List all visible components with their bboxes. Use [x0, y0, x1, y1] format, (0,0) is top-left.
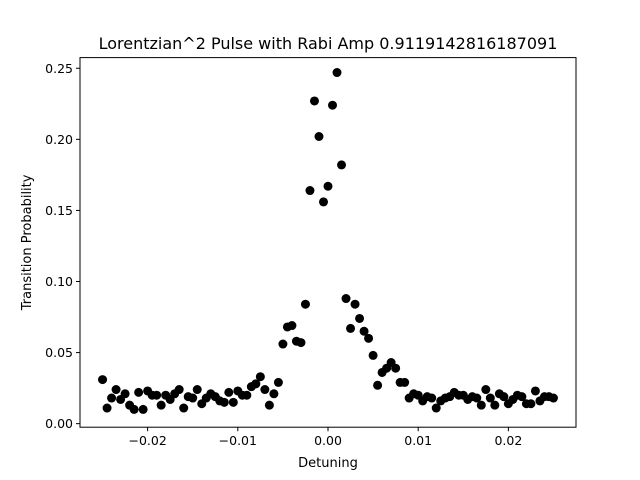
data-point — [548, 393, 558, 403]
y-tick-label: 0.25 — [45, 61, 73, 76]
data-point — [400, 377, 410, 387]
data-point — [359, 326, 369, 336]
data-point — [472, 393, 482, 403]
y-tick-label: 0.20 — [45, 132, 73, 147]
data-point — [323, 181, 333, 191]
data-point — [300, 299, 310, 309]
data-point — [152, 390, 162, 400]
y-tick-label: 0.00 — [45, 416, 73, 431]
data-point — [251, 379, 261, 389]
data-point — [111, 385, 121, 395]
data-point — [224, 387, 234, 397]
data-point — [278, 339, 288, 349]
data-point — [328, 100, 338, 110]
data-point — [134, 387, 144, 397]
data-point — [341, 294, 351, 304]
data-point — [98, 375, 108, 385]
data-point — [228, 397, 238, 407]
data-point — [138, 404, 148, 414]
data-point — [364, 333, 374, 343]
y-tick-label: 0.10 — [45, 274, 73, 289]
data-point — [219, 397, 229, 407]
data-point — [309, 96, 319, 106]
data-point — [350, 299, 360, 309]
axis-ticks: −0.02 −0.01 0.00 0.01 0.02 0.00 0.05 0.10 0.15 0.… — [45, 61, 522, 448]
x-tick-label: 0.02 — [494, 433, 522, 448]
data-point — [337, 160, 347, 170]
data-point — [255, 372, 265, 382]
data-point — [481, 385, 491, 395]
data-point — [368, 350, 378, 360]
data-point — [102, 403, 112, 413]
x-tick-label: 0.01 — [404, 433, 432, 448]
data-point — [314, 131, 324, 141]
x-tick-label: 0.00 — [314, 433, 342, 448]
data-point — [431, 403, 441, 413]
y-tick-label: 0.05 — [45, 345, 73, 360]
data-point — [273, 377, 283, 387]
x-axis-label: Detuning — [298, 456, 358, 471]
data-point — [129, 404, 139, 414]
data-point — [287, 321, 297, 331]
data-point — [179, 403, 189, 413]
y-tick-label: 0.15 — [45, 203, 73, 218]
data-point — [120, 389, 130, 399]
data-point — [530, 386, 540, 396]
x-tick-label: −0.02 — [128, 433, 166, 448]
data-point — [188, 393, 198, 403]
data-point — [427, 393, 437, 403]
data-point — [485, 393, 495, 403]
data-point — [318, 197, 328, 207]
chart-title: Lorentzian^2 Pulse with Rabi Amp 0.91191… — [99, 34, 558, 53]
y-axis-label: Transition Probability — [20, 174, 35, 311]
data-point — [355, 313, 365, 323]
data-point — [156, 400, 166, 410]
data-point — [332, 68, 342, 78]
data-points — [98, 68, 558, 414]
data-point — [346, 323, 356, 333]
data-point — [305, 186, 315, 196]
data-point — [526, 399, 536, 409]
data-point — [373, 380, 383, 390]
data-point — [260, 385, 270, 395]
data-point — [269, 389, 279, 399]
data-point — [264, 400, 274, 410]
plot-frame — [79, 57, 577, 428]
data-point — [517, 392, 527, 402]
data-point — [107, 393, 117, 403]
data-point — [490, 400, 500, 410]
data-point — [242, 390, 252, 400]
x-tick-label: −0.01 — [219, 433, 257, 448]
data-point — [296, 338, 306, 348]
data-point — [476, 400, 486, 410]
data-point — [499, 392, 509, 402]
data-point — [174, 385, 184, 395]
data-point — [192, 385, 202, 395]
data-point — [391, 363, 401, 373]
